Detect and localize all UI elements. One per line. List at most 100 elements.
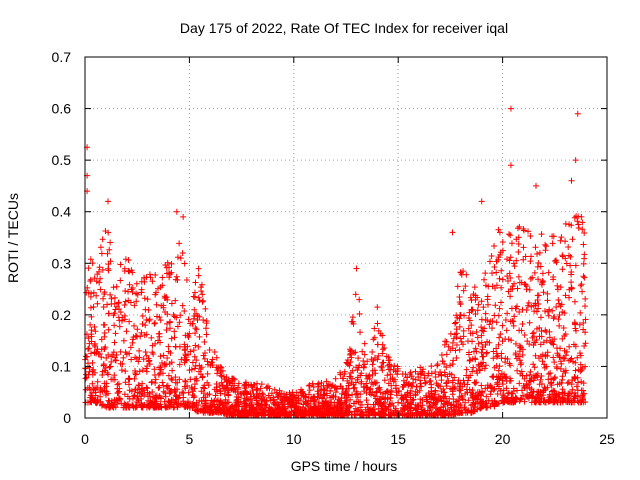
data-point — [224, 399, 231, 406]
data-point — [105, 403, 112, 410]
data-point — [503, 327, 510, 334]
data-point — [179, 389, 186, 396]
data-point — [462, 399, 469, 406]
data-point — [465, 325, 472, 332]
data-point — [486, 321, 493, 328]
data-point — [90, 386, 97, 393]
data-point — [291, 404, 298, 411]
data-point — [278, 396, 285, 403]
data-point — [551, 313, 558, 320]
data-point — [118, 367, 125, 374]
data-point — [433, 380, 440, 387]
data-point — [559, 309, 566, 316]
data-point — [146, 361, 153, 368]
data-point — [128, 267, 135, 274]
data-point — [489, 270, 496, 277]
data-point — [573, 213, 580, 220]
data-point — [193, 357, 200, 364]
data-point — [534, 250, 541, 257]
data-point — [143, 368, 150, 375]
data-point — [460, 287, 467, 294]
data-point — [496, 305, 503, 312]
data-point — [408, 373, 415, 380]
data-point — [171, 313, 178, 320]
data-point — [202, 402, 209, 409]
data-point — [504, 310, 511, 317]
data-point — [450, 396, 457, 403]
data-point — [347, 396, 354, 403]
data-point — [255, 412, 262, 419]
data-point — [134, 326, 141, 333]
data-point — [355, 355, 362, 362]
data-point — [579, 288, 586, 295]
data-point — [515, 241, 522, 248]
data-point — [508, 305, 515, 312]
data-point — [171, 386, 178, 393]
data-point — [425, 370, 432, 377]
data-point — [85, 265, 92, 272]
data-point — [511, 280, 518, 287]
data-point — [139, 320, 146, 327]
data-point — [177, 402, 184, 409]
data-point — [555, 316, 562, 323]
data-point — [111, 322, 118, 329]
data-point — [134, 291, 141, 298]
data-point — [176, 240, 183, 247]
data-point — [368, 356, 375, 363]
data-point — [551, 336, 558, 343]
data-point — [105, 310, 112, 317]
data-point — [122, 256, 129, 263]
data-point — [531, 308, 538, 315]
data-point — [198, 281, 205, 288]
data-point — [105, 265, 112, 272]
data-point — [153, 392, 160, 399]
data-point — [270, 412, 277, 419]
data-point — [543, 328, 550, 335]
data-point — [469, 306, 476, 313]
data-point — [295, 406, 302, 413]
data-point — [443, 338, 450, 345]
data-point — [454, 380, 461, 387]
data-point — [571, 298, 578, 305]
data-point — [432, 373, 439, 380]
data-point — [572, 262, 579, 269]
data-point — [565, 379, 572, 386]
data-point — [477, 399, 484, 406]
data-point — [115, 395, 122, 402]
data-point — [165, 343, 172, 350]
data-point — [156, 384, 163, 391]
data-point — [307, 398, 314, 405]
data-point — [483, 404, 490, 411]
data-point — [489, 400, 496, 407]
data-point — [263, 384, 270, 391]
data-point — [186, 367, 193, 374]
data-point — [377, 389, 384, 396]
data-point — [544, 297, 551, 304]
data-point — [559, 252, 566, 259]
data-point — [485, 301, 492, 308]
data-point — [574, 393, 581, 400]
data-point — [358, 401, 365, 408]
data-point — [87, 276, 94, 283]
data-point — [578, 213, 585, 220]
data-point — [567, 253, 574, 260]
data-point — [526, 286, 533, 293]
data-point — [568, 390, 575, 397]
data-point — [219, 367, 226, 374]
data-point — [132, 386, 139, 393]
data-point — [193, 377, 200, 384]
data-point — [140, 356, 147, 363]
data-point — [283, 409, 290, 416]
data-point — [130, 334, 137, 341]
data-point — [245, 382, 252, 389]
data-point — [82, 371, 89, 378]
data-point — [181, 383, 188, 390]
data-point — [275, 412, 282, 419]
data-point — [193, 326, 200, 333]
data-point — [234, 389, 241, 396]
data-point — [107, 291, 114, 298]
data-point — [491, 312, 498, 319]
data-point — [381, 377, 388, 384]
data-point — [495, 341, 502, 348]
data-point — [218, 364, 225, 371]
